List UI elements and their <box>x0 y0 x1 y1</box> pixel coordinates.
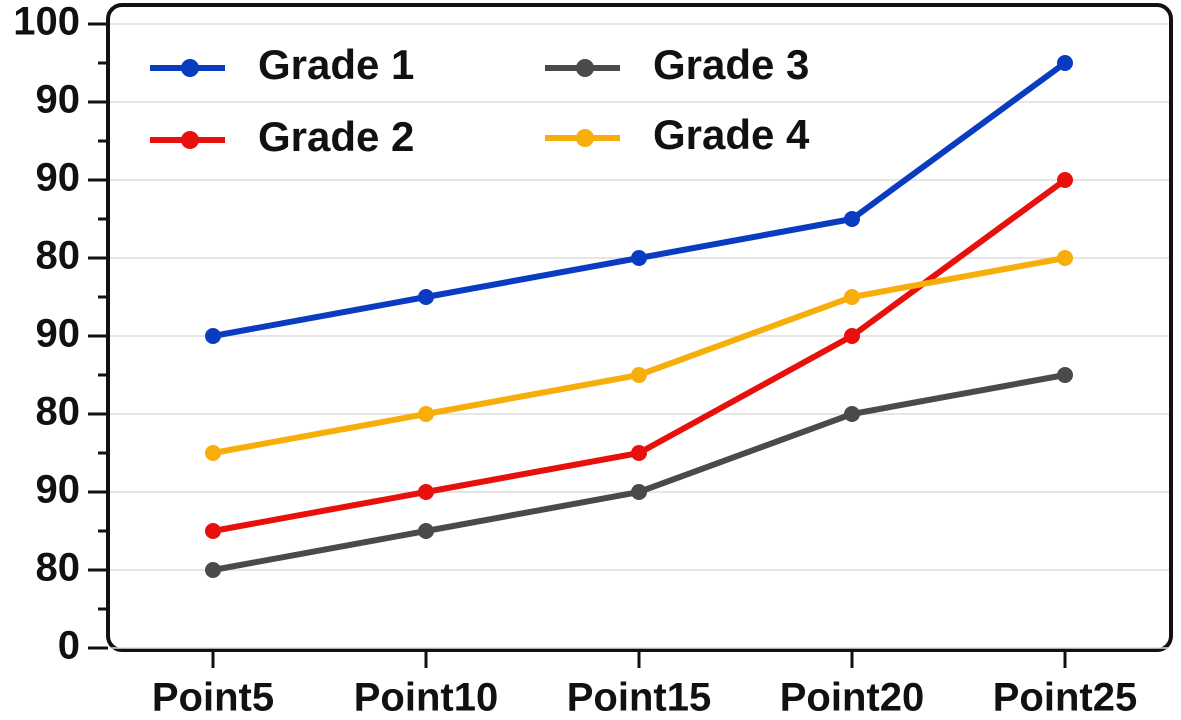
point <box>631 445 647 461</box>
point <box>1057 55 1073 71</box>
y-tick-label: 80 <box>36 390 81 434</box>
point <box>205 523 221 539</box>
point <box>1057 172 1073 188</box>
point <box>1057 367 1073 383</box>
grid <box>88 22 1169 668</box>
point <box>631 250 647 266</box>
legend-label: Grade 2 <box>258 113 414 160</box>
legend-marker <box>181 59 199 77</box>
point <box>631 484 647 500</box>
legend <box>150 59 620 149</box>
point <box>418 289 434 305</box>
y-tick-label: 90 <box>36 468 81 512</box>
legend-marker <box>576 59 594 77</box>
point <box>1057 250 1073 266</box>
legend-label: Grade 1 <box>258 41 414 88</box>
point <box>844 406 860 422</box>
legend-label: Grade 3 <box>653 41 809 88</box>
point <box>418 523 434 539</box>
y-tick-label: 0 <box>58 624 80 668</box>
y-tick-label: 90 <box>36 156 81 200</box>
point <box>205 445 221 461</box>
series-lines <box>205 55 1073 578</box>
point <box>844 289 860 305</box>
y-tick-label: 90 <box>36 78 81 122</box>
x-tick-label: Point20 <box>780 676 924 720</box>
point <box>844 211 860 227</box>
point <box>844 328 860 344</box>
point <box>205 328 221 344</box>
legend-label: Grade 4 <box>653 111 810 158</box>
x-tick-label: Point10 <box>354 676 498 720</box>
x-tick-label: Point25 <box>993 676 1137 720</box>
point <box>418 484 434 500</box>
y-tick-label: 100 <box>13 0 80 44</box>
point <box>418 406 434 422</box>
y-tick-label: 80 <box>36 234 81 278</box>
y-tick-label: 90 <box>36 312 81 356</box>
point <box>631 367 647 383</box>
legend-marker <box>576 129 594 147</box>
x-tick-label: Point15 <box>567 676 711 720</box>
point <box>205 562 221 578</box>
x-tick-label: Point5 <box>152 676 274 720</box>
legend-marker <box>181 131 199 149</box>
y-tick-label: 80 <box>36 546 81 590</box>
